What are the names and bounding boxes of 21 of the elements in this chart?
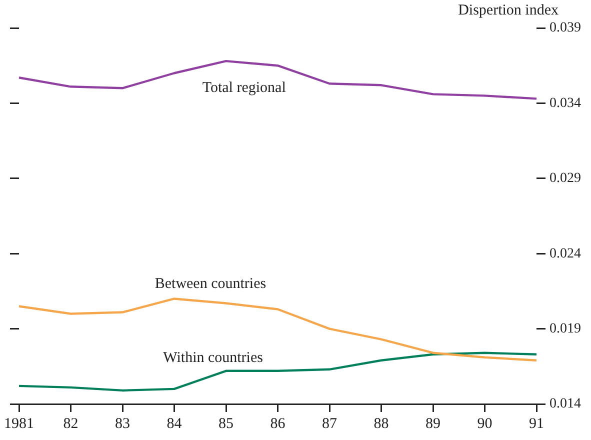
x-tick-label: 86 <box>270 416 286 432</box>
y-tick-label: 0.039 <box>550 20 581 36</box>
series-label: Within countries <box>163 350 264 366</box>
x-tick-label: 82 <box>63 416 78 432</box>
x-tick-label: 85 <box>218 416 234 432</box>
y-tick-label: 0.019 <box>550 321 581 336</box>
x-tick-label: 1981 <box>4 416 34 432</box>
y-tick-label: 0.014 <box>550 396 581 412</box>
y-axis-title: Dispertion index <box>458 2 559 18</box>
x-tick-label: 83 <box>115 416 130 432</box>
x-tick-label: 91 <box>529 416 544 432</box>
series-label: Between countries <box>154 276 266 292</box>
x-tick-label: 87 <box>322 416 338 432</box>
x-tick-label: 84 <box>166 416 182 432</box>
series-label: Total regional <box>202 80 286 96</box>
x-tick-label: 88 <box>374 416 389 432</box>
x-tick-label: 90 <box>477 416 492 432</box>
y-tick-label: 0.024 <box>550 246 581 262</box>
x-tick-label: 89 <box>426 416 440 432</box>
y-tick-label: 0.029 <box>550 171 581 186</box>
y-tick-label: 0.034 <box>550 96 581 111</box>
